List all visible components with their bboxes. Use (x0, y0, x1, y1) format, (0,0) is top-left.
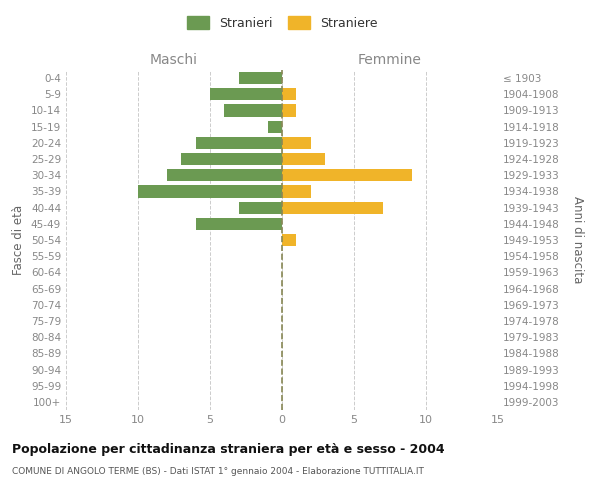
Text: COMUNE DI ANGOLO TERME (BS) - Dati ISTAT 1° gennaio 2004 - Elaborazione TUTTITAL: COMUNE DI ANGOLO TERME (BS) - Dati ISTAT… (12, 468, 424, 476)
Bar (239, 202, 282, 213)
Bar (224, 104, 282, 117)
Bar (282, 202, 383, 213)
Bar (282, 153, 325, 165)
Bar (181, 153, 282, 165)
Legend: Stranieri, Straniere: Stranieri, Straniere (182, 11, 383, 35)
Bar (282, 186, 311, 198)
Bar (239, 72, 282, 84)
Text: Popolazione per cittadinanza straniera per età e sesso - 2004: Popolazione per cittadinanza straniera p… (12, 442, 445, 456)
Bar (282, 137, 311, 149)
Text: Femmine: Femmine (358, 53, 422, 67)
Bar (196, 218, 282, 230)
Bar (282, 234, 296, 246)
Bar (196, 137, 282, 149)
Bar (167, 169, 282, 181)
Bar (282, 88, 296, 101)
Bar (268, 120, 282, 132)
Y-axis label: Fasce di età: Fasce di età (13, 205, 25, 275)
Bar (282, 104, 296, 117)
Bar (210, 88, 282, 101)
Bar (138, 186, 282, 198)
Bar (282, 169, 412, 181)
Text: Maschi: Maschi (150, 53, 198, 67)
Y-axis label: Anni di nascita: Anni di nascita (571, 196, 584, 284)
